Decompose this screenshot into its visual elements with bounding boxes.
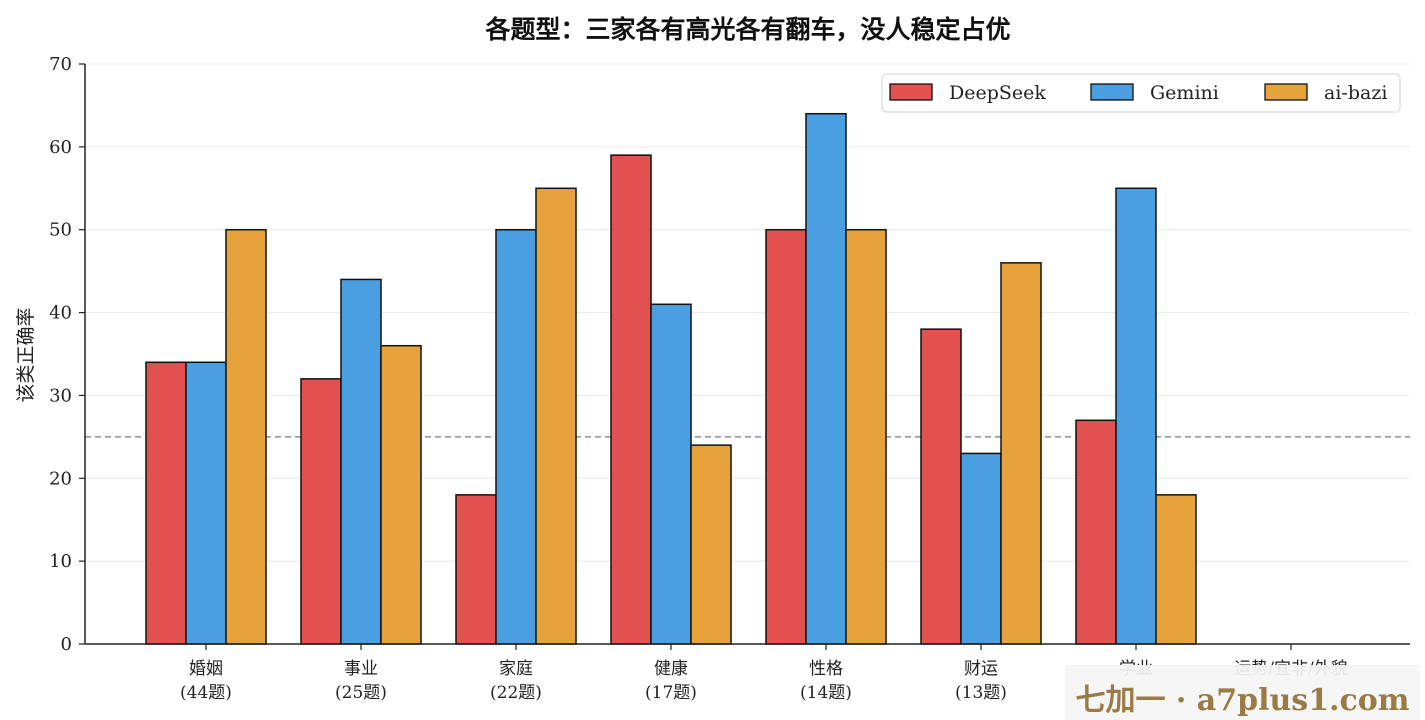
bar-gemini: [650, 303, 692, 645]
bar-gemini: [1115, 187, 1157, 645]
legend-label: ai-bazi: [1324, 82, 1387, 104]
y-tick-label: 70: [49, 54, 72, 75]
x-tick-label-line: (25题): [335, 683, 387, 703]
bar-deepseek: [1075, 419, 1117, 645]
watermark-text: 七加一 · a7plus1.com: [1075, 683, 1410, 718]
bar-ai-bazi: [845, 228, 887, 645]
y-tick-label: 30: [49, 385, 72, 406]
bar-deepseek: [765, 228, 807, 645]
x-tick-label: 性格 (14题): [800, 659, 852, 703]
legend-swatch: [1264, 83, 1308, 101]
legend-swatch: [889, 83, 933, 101]
bar-ai-bazi: [1000, 262, 1042, 645]
legend-swatch: [1090, 83, 1134, 101]
bar-ai-bazi: [535, 187, 577, 645]
x-tick-label-line: (13题): [955, 683, 1007, 703]
x-tick-label-line: 婚姻: [189, 659, 223, 679]
y-axis-label: 该类正确率: [15, 307, 37, 402]
legend-label: Gemini: [1150, 82, 1219, 104]
x-tick-label-line: 财运: [964, 659, 998, 679]
x-tick-label-line: (22题): [490, 683, 542, 703]
x-tick-label: 婚姻 (44题): [180, 659, 232, 703]
x-tick-label-line: 性格: [809, 659, 843, 679]
y-tick-label: 60: [49, 137, 72, 158]
bar-deepseek: [920, 328, 962, 645]
x-tick-label: 家庭 (22题): [490, 659, 542, 703]
grid-lines: [85, 63, 1410, 645]
bar-deepseek: [145, 361, 187, 645]
bar-deepseek: [610, 154, 652, 645]
bar-deepseek: [455, 494, 497, 645]
x-tick-label: 财运 (13题): [955, 659, 1007, 703]
y-tick-label: 50: [49, 220, 72, 241]
bar-gemini: [805, 112, 847, 645]
y-tick-label: 10: [49, 551, 72, 572]
watermark: 七加一 · a7plus1.com: [1065, 665, 1420, 720]
x-tick-label-line: (44题): [180, 683, 232, 703]
bar-ai-bazi: [1155, 494, 1197, 645]
bar-gemini: [340, 278, 382, 645]
y-tick-label: 0: [61, 634, 72, 655]
x-tick-label-line: (14题): [800, 683, 852, 703]
x-tick-label: 事业 (25题): [335, 659, 387, 703]
bar-ai-bazi: [380, 344, 422, 645]
y-tick-label: 40: [49, 303, 72, 324]
legend-label: DeepSeek: [949, 82, 1046, 104]
bar-ai-bazi: [690, 444, 732, 645]
x-tick-label-line: 事业: [344, 659, 378, 679]
x-tick-label: 健康 (17题): [645, 659, 697, 703]
bars: [145, 112, 1197, 645]
legend: DeepSeek Gemini ai-bazi: [881, 73, 1401, 113]
bar-gemini: [495, 228, 537, 645]
chart-title: 各题型：三家各有高光各有翻车，没人稳定占优: [484, 15, 1010, 44]
bar-deepseek: [300, 378, 342, 645]
bar-gemini: [185, 361, 227, 645]
y-tick-label: 20: [49, 468, 72, 489]
bar-ai-bazi: [225, 228, 267, 645]
x-tick-label-line: 健康: [654, 659, 688, 679]
x-tick-label-line: (17题): [645, 683, 697, 703]
bar-gemini: [960, 452, 1002, 645]
x-tick-label-line: 家庭: [499, 659, 533, 679]
